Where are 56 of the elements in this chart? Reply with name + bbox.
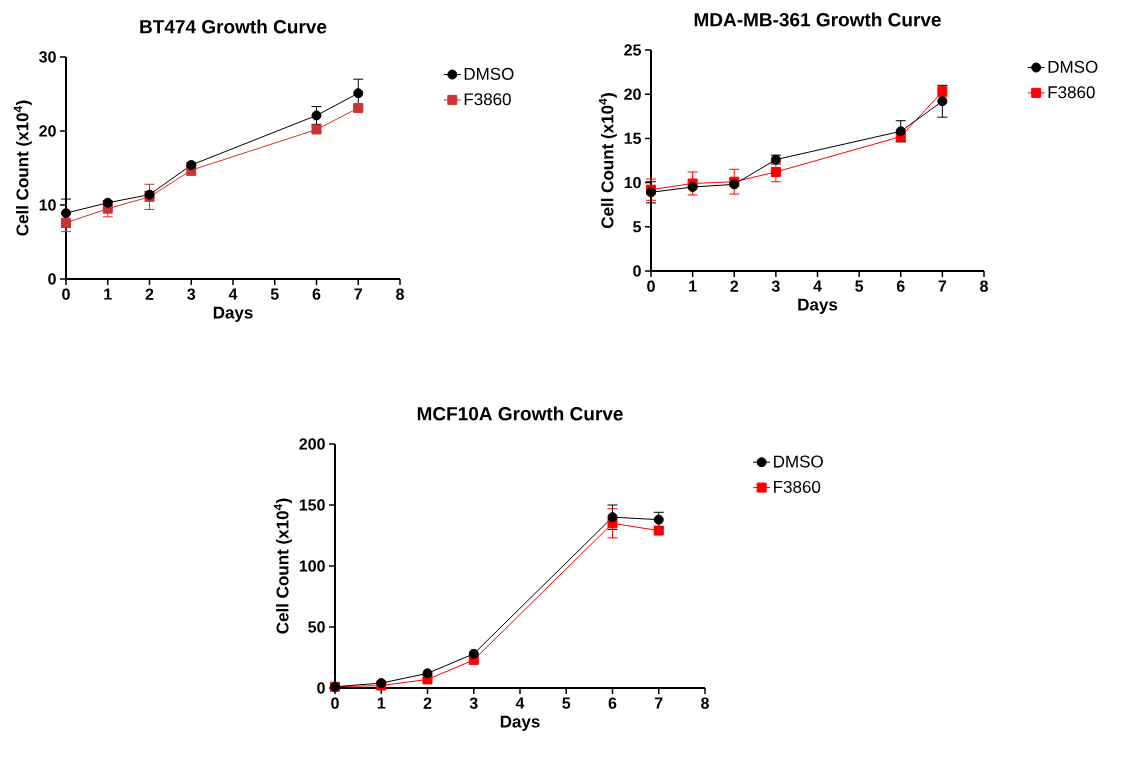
x-axis-title: Days [500, 715, 540, 731]
x-tick-label: 1 [689, 280, 697, 292]
x-tick-label: 7 [654, 697, 663, 709]
y-tick-label: 50 [308, 621, 325, 633]
y-tick-label: 25 [624, 44, 642, 56]
legend-label: DMSO [774, 455, 823, 468]
x-tick-label: 3 [187, 288, 196, 300]
x-tick-label: 7 [354, 288, 362, 300]
y-tick-label: 100 [299, 560, 325, 572]
y-axis-title: Cell Count (x10$^{4}$) [13, 100, 32, 236]
y-tick-label: 30 [39, 51, 56, 63]
x-tick-label: 2 [145, 288, 154, 300]
y-axis-title: Cell Count (x10$^{4}$) [273, 498, 292, 634]
x-tick-label: 3 [771, 280, 780, 292]
legend-label: F3860 [774, 480, 821, 493]
x-tick-label: 7 [938, 280, 947, 292]
x-tick-label: 4 [813, 280, 822, 292]
x-tick-label: 6 [896, 280, 905, 292]
x-tick-label: 1 [104, 288, 112, 300]
chart-title: MDA-MB-361 Growth Curve [694, 12, 941, 27]
y-tick-label: 20 [624, 88, 641, 100]
x-tick-label: 2 [730, 280, 739, 292]
x-tick-label: 5 [270, 288, 279, 300]
legend-label: F3860 [1048, 86, 1095, 99]
y-tick-label: 10 [39, 199, 56, 211]
x-tick-label: 8 [396, 288, 404, 300]
x-tick-label: 3 [469, 697, 478, 709]
x-tick-label: 4 [228, 288, 238, 300]
x-tick-label: 2 [423, 697, 432, 709]
x-tick-label: 4 [515, 697, 525, 709]
x-tick-label: 0 [62, 288, 70, 300]
chart-title: MCF10A Growth Curve [417, 406, 623, 421]
legend-label: DMSO [1048, 60, 1098, 73]
x-tick-label: 5 [855, 280, 864, 292]
x-tick-label: 1 [377, 697, 386, 709]
y-tick-label: 20 [39, 125, 56, 137]
y-tick-label: 0 [317, 682, 325, 694]
x-axis-title: Days [798, 298, 838, 314]
y-tick-label: 15 [624, 132, 642, 144]
x-tick-label: 6 [312, 288, 321, 300]
y-tick-label: 200 [299, 438, 325, 450]
x-tick-label: 8 [980, 280, 988, 292]
chart-title: BT474 Growth Curve [140, 19, 327, 34]
legend-label: F3860 [464, 93, 511, 106]
y-axis-title: Cell Count (x10$^{4}$) [598, 93, 617, 229]
x-tick-label: 6 [608, 697, 617, 709]
legend-label: DMSO [464, 67, 514, 80]
y-tick-label: 0 [633, 265, 641, 277]
x-axis-title: Days [213, 306, 253, 322]
x-tick-label: 0 [331, 697, 339, 709]
y-tick-label: 5 [633, 221, 642, 233]
x-tick-label: 5 [562, 697, 571, 709]
x-tick-label: 0 [647, 280, 655, 292]
y-tick-label: 10 [624, 176, 641, 189]
y-tick-label: 150 [299, 499, 325, 511]
x-tick-label: 8 [701, 697, 709, 709]
